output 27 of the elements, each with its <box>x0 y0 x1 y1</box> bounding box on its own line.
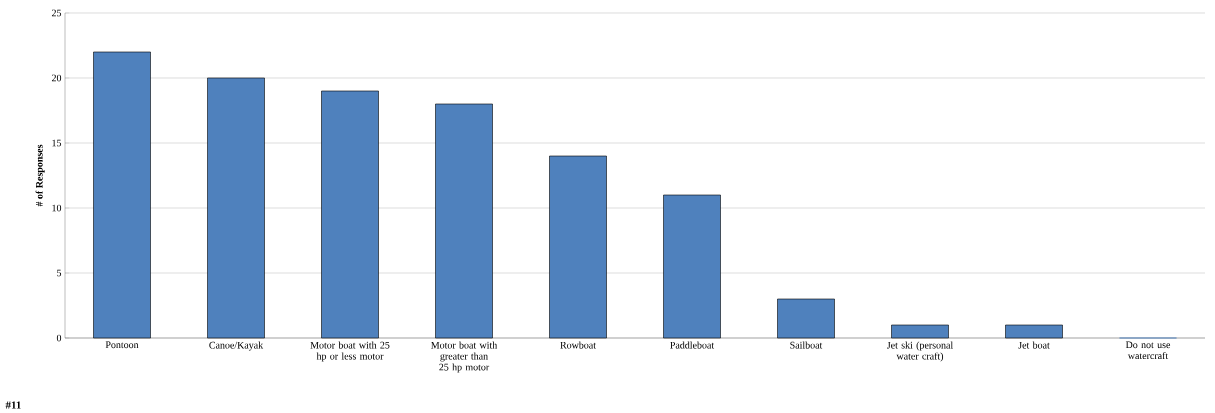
x-tick-label: Motor boat with 25 hp or less motor <box>310 341 390 362</box>
y-axis-title: # of Responses <box>35 144 45 207</box>
y-tick-label: 20 <box>51 74 62 82</box>
x-tick-label: Pontoon <box>105 341 139 349</box>
y-tick-label: 0 <box>56 334 62 342</box>
x-tick-label: Canoe/Kayak <box>209 341 264 351</box>
x-tick-label: Jet boat <box>1018 341 1050 349</box>
bar <box>435 103 493 339</box>
bar <box>777 298 835 339</box>
bar <box>321 90 379 339</box>
x-tick-label: Do not use watercraft <box>1125 341 1171 360</box>
y-tick-label: 10 <box>52 204 62 212</box>
y-tick-label: 25 <box>51 9 62 17</box>
text: #11 <box>5 401 21 409</box>
bar <box>549 155 607 339</box>
bar <box>93 51 151 339</box>
x-tick-label: Rowboat <box>560 341 596 349</box>
x-tick-label: Sailboat <box>790 341 823 349</box>
bar <box>207 77 265 339</box>
x-tick-label: Paddleboat <box>670 341 715 349</box>
bar <box>663 194 721 339</box>
x-tick-label: Jet ski (personal water craft) <box>887 341 953 362</box>
y-tick-label: 5 <box>57 269 62 277</box>
bar <box>891 324 949 339</box>
y-tick-label: 15 <box>52 139 62 147</box>
bar <box>1005 324 1063 339</box>
x-tick-label: Motor boat with greater than 25 hp motor <box>431 341 498 373</box>
